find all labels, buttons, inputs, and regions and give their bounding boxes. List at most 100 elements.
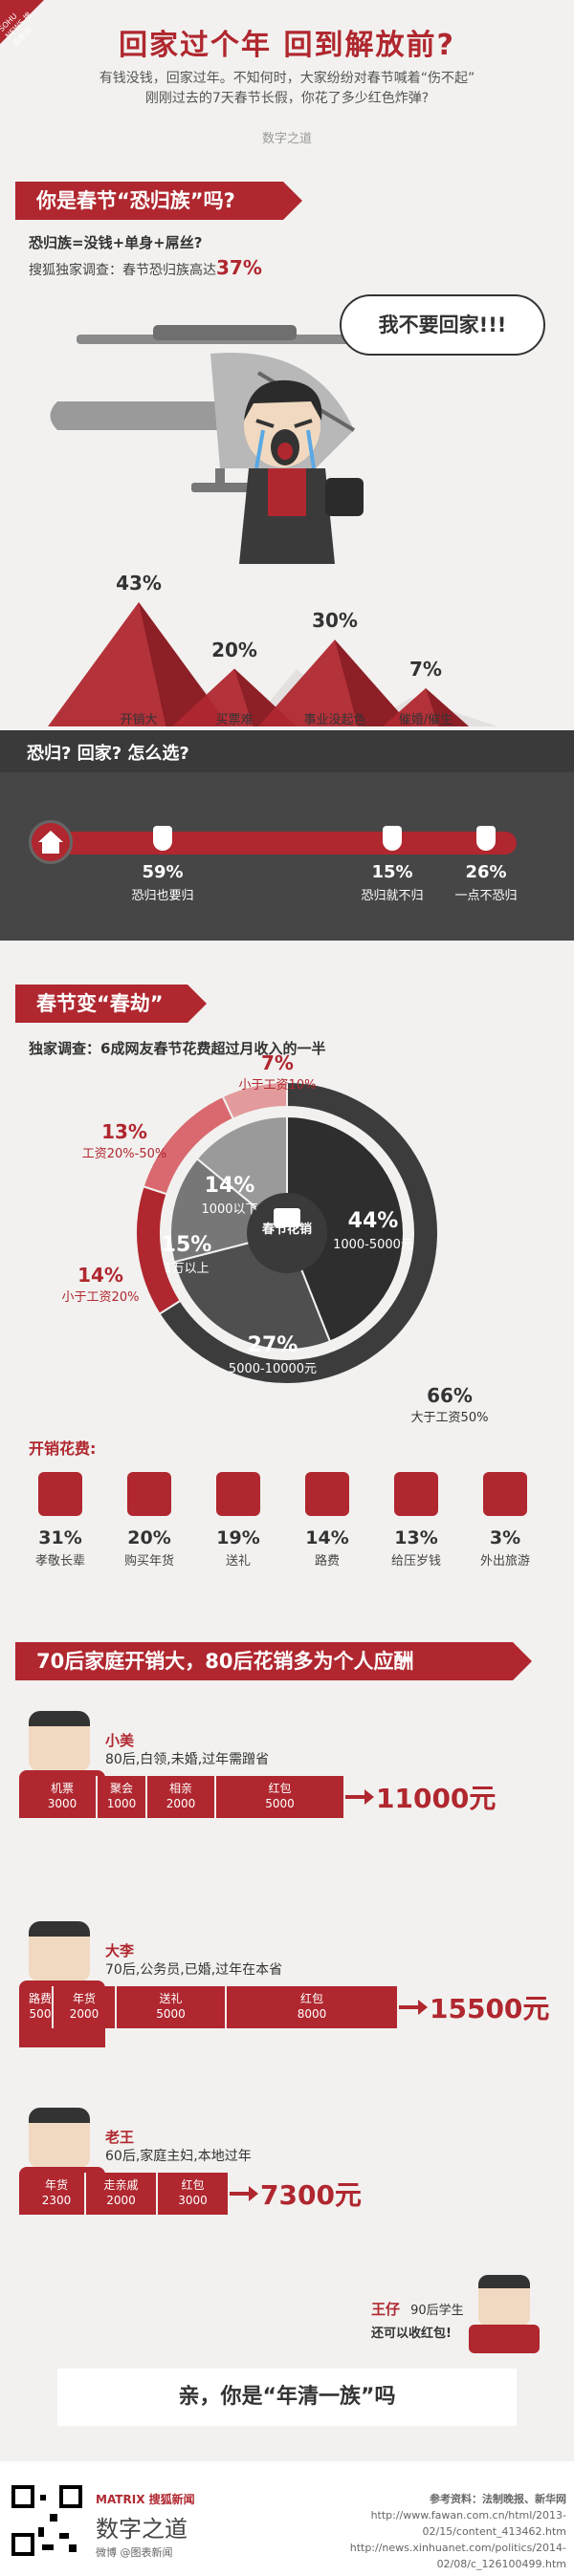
footer: [0, 2461, 574, 2576]
source-url-2[interactable]: http://news.xinhuanet.com/politics/2014-…: [349, 2542, 566, 2570]
expense-label: 红包: [181, 2178, 205, 2192]
person-name-1: 大李: [105, 1942, 135, 1959]
reason-pct-1: 20%: [211, 638, 257, 661]
choice-pct-1: 15%: [371, 862, 413, 882]
expense-value: 2000: [106, 2194, 136, 2207]
section3-banner-text: 70后家庭开销大，80后花销多为个人应酬: [36, 1650, 414, 1673]
expense-label: 机票: [50, 1782, 74, 1795]
cost-label-0: 孝敬长辈: [34, 1554, 85, 1569]
speech-text: 我不要回家!!!: [378, 314, 507, 336]
footer-sources: 参考资料：法制晚报、新华网 http://www.fawan.com.cn/ht…: [251, 2491, 566, 2572]
expense-bar-0-1: 聚会 1000: [98, 1776, 147, 1818]
cost-label-1: 购买年货: [123, 1554, 174, 1569]
choice-pct-0: 59%: [142, 862, 184, 882]
expense-value: 3000: [47, 1797, 77, 1810]
ticket-icon: [305, 1472, 349, 1516]
person-desc-1: 70后,公务员,已婚,过年在本省: [105, 1962, 283, 1978]
mountain-shade-2: [335, 639, 411, 726]
reason-pct-2: 30%: [312, 609, 358, 633]
arrow-icon-0: [345, 1787, 374, 1807]
expense-bar-2-1: 走亲戚 2000: [86, 2173, 158, 2215]
person-desc-2: 60后,家庭主妇,本地过年: [105, 2149, 252, 2164]
expense-bar-2-2: 红包 3000: [158, 2173, 230, 2215]
cost-pct-2: 19%: [216, 1527, 260, 1548]
avatar-2: [29, 2108, 90, 2169]
kid-info: 王仔 90后学生 还可以收红包!: [371, 2299, 464, 2341]
helicopter-illustration: [50, 325, 392, 564]
cost-label-5: 外出旅游: [479, 1554, 530, 1569]
mountain-shade-3: [426, 688, 469, 726]
cost-pct-0: 31%: [38, 1527, 82, 1548]
person-desc-0: 80后,白领,未婚,过年需蹭省: [105, 1752, 270, 1767]
cost-pct-1: 20%: [127, 1527, 171, 1548]
intro-text: 有钱没钱，回家过年。不知何时，大家纷纷对春节喊着“伤不起” 刚刚过去的7天春节长…: [57, 69, 517, 109]
expense-value: 8000: [297, 2007, 327, 2021]
footer-brand: 数字之道: [96, 2516, 188, 2543]
expense-value: 2000: [69, 2007, 99, 2021]
reasons-mountain-chart: [48, 602, 497, 726]
section3-banner: 70后家庭开销大，80后花销多为个人应酬: [15, 1642, 532, 1680]
lantern-icon: [127, 1472, 171, 1516]
wine-glass-icon: [38, 1472, 82, 1516]
person-info-0: 小美 80后,白领,未婚,过年需蹭省: [105, 1730, 269, 1769]
red-envelope-icon: [394, 1472, 438, 1516]
spending-donut-chart: [135, 1080, 439, 1385]
source-url-1[interactable]: http://www.fawan.com.cn/html/2013-02/15/…: [370, 2509, 566, 2538]
gift-icon: [216, 1472, 260, 1516]
page-title: 回家过个年 回到解放前?: [119, 29, 455, 62]
expense-bar-1-3: 红包 8000: [227, 1986, 399, 2028]
reason-label-1: 买票难: [215, 713, 254, 727]
expense-label: 相亲: [168, 1782, 192, 1795]
expense-bar-0-2: 相亲 2000: [147, 1776, 216, 1818]
cost-pct-5: 3%: [489, 1527, 521, 1548]
expense-label: 红包: [268, 1782, 292, 1795]
choice-marker-1: [383, 826, 402, 851]
cost-pct-4: 13%: [394, 1527, 438, 1548]
donut-center-label: 春节花销: [261, 1223, 312, 1237]
person-name-0: 小美: [105, 1732, 135, 1749]
expense-bar-0-3: 红包 5000: [216, 1776, 345, 1818]
speech-bubble: 我不要回家!!!: [340, 294, 545, 356]
choice-banner: 恐归? 回家? 怎么选?: [27, 744, 189, 764]
section1-banner-text: 你是春节“恐归族”吗?: [36, 189, 235, 212]
section2-survey: 独家调查：6成网友春节花费超过月收入的一半: [29, 1040, 326, 1057]
kid-age: 90后学生: [410, 2304, 464, 2318]
expense-label: 年货: [44, 2178, 68, 2192]
section2-banner-text: 春节变“春劫”: [36, 992, 164, 1015]
choice-items: 59% 恐归也要归 15% 恐归就不归 26% 一点不恐归: [0, 820, 574, 935]
definition-text: 恐归族=没钱+单身+屌丝?: [29, 234, 203, 251]
survey-prefix: 搜狐独家调查：春节恐归族高达: [29, 263, 216, 278]
total-2: 7300元: [260, 2179, 362, 2211]
reason-label-3: 催婚/催生: [398, 713, 453, 727]
plane-icon: [483, 1472, 527, 1516]
kid-name: 王仔: [371, 2301, 401, 2318]
expense-value: 500: [29, 2007, 52, 2021]
kid-note: 还可以收红包!: [371, 2327, 452, 2341]
expense-value: 5000: [265, 1797, 295, 1810]
cost-pct-3: 14%: [305, 1527, 349, 1548]
reason-pct-0: 43%: [116, 572, 162, 595]
reason-label-2: 事业没起色: [303, 713, 366, 727]
expense-label: 聚会: [109, 1782, 133, 1795]
expense-bar-0-0: 机票 3000: [29, 1776, 98, 1818]
choice-label-0: 恐归也要归: [131, 889, 194, 903]
expense-value: 5000: [156, 2007, 186, 2021]
choice-marker-0: [153, 826, 172, 851]
expense-value: 1000: [106, 1797, 137, 1810]
outer-segment-3: [158, 1080, 439, 1385]
costs-title: 开销花费:: [29, 1440, 97, 1458]
intro-line-1: 有钱没钱，回家过年。不知何时，大家纷纷对春节喊着“伤不起”: [99, 71, 475, 86]
arrow-icon-2: [230, 2184, 258, 2203]
cost-label-3: 路费: [314, 1554, 340, 1569]
sources-title: 参考资料：法制晚报、新华网: [430, 2493, 566, 2505]
expense-bar-1-1: 年货 2000: [54, 1986, 117, 2028]
total-0: 11000元: [376, 1783, 497, 1814]
choice-label-1: 恐归就不归: [361, 889, 424, 903]
reason-label-0: 开销大: [120, 713, 158, 727]
intro-line-2: 刚刚过去的7天春节长假，你花了多少红色炸弹?: [144, 91, 430, 106]
closing-question: 亲，你是“年清一族”吗: [57, 2369, 517, 2426]
avatar-0: [29, 1711, 90, 1772]
expense-value: 2000: [166, 1797, 196, 1810]
qr-code-icon: [11, 2485, 82, 2556]
